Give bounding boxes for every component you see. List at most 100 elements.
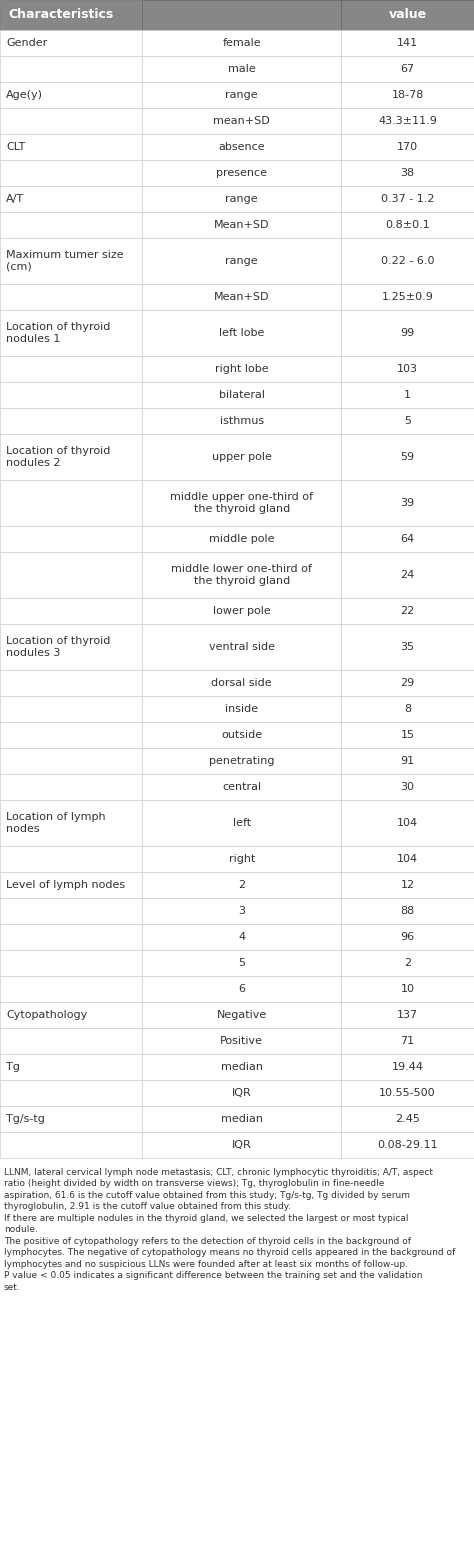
Bar <box>142 722 341 749</box>
Text: middle pole: middle pole <box>209 534 274 543</box>
Bar <box>0 30 142 56</box>
Text: 38: 38 <box>401 168 415 179</box>
Bar <box>142 695 341 722</box>
Bar <box>142 774 341 800</box>
Bar <box>142 409 341 434</box>
Text: 2.45: 2.45 <box>395 1113 420 1124</box>
Text: 10: 10 <box>401 983 415 994</box>
Text: presence: presence <box>216 168 267 179</box>
Text: 170: 170 <box>397 143 418 152</box>
Text: 15: 15 <box>401 730 415 741</box>
Bar <box>0 551 142 598</box>
Bar <box>341 749 474 774</box>
Text: median: median <box>221 1062 263 1073</box>
Bar <box>0 976 142 1002</box>
Text: range: range <box>226 89 258 100</box>
Text: 64: 64 <box>401 534 415 543</box>
Bar <box>0 695 142 722</box>
Text: 18-78: 18-78 <box>392 89 424 100</box>
Bar <box>0 1132 142 1157</box>
Bar <box>142 670 341 695</box>
Bar <box>142 897 341 924</box>
Bar <box>142 1132 341 1157</box>
Text: Cytopathology: Cytopathology <box>6 1010 87 1019</box>
Bar <box>142 434 341 481</box>
Bar <box>341 1081 474 1106</box>
Text: IQR: IQR <box>232 1088 252 1098</box>
Bar <box>142 135 341 160</box>
Bar <box>0 846 142 872</box>
Bar <box>142 30 341 56</box>
Text: 91: 91 <box>401 756 415 766</box>
Text: Tg/s-tg: Tg/s-tg <box>6 1113 45 1124</box>
Text: 19.44: 19.44 <box>392 1062 424 1073</box>
Text: 71: 71 <box>401 1037 415 1046</box>
Bar <box>341 598 474 623</box>
Bar <box>142 382 341 409</box>
Text: Positive: Positive <box>220 1037 263 1046</box>
Bar <box>341 1027 474 1054</box>
Bar <box>142 846 341 872</box>
Bar <box>142 551 341 598</box>
Bar <box>341 0 474 30</box>
Bar <box>0 310 142 355</box>
Bar <box>0 897 142 924</box>
Bar <box>341 623 474 670</box>
Text: median: median <box>221 1113 263 1124</box>
Bar <box>0 56 142 81</box>
Text: lower pole: lower pole <box>213 606 271 615</box>
Text: 103: 103 <box>397 363 418 374</box>
Text: 10.55-500: 10.55-500 <box>379 1088 436 1098</box>
Bar <box>341 1002 474 1027</box>
Bar <box>341 409 474 434</box>
Bar <box>341 670 474 695</box>
Bar <box>341 924 474 951</box>
Bar <box>0 598 142 623</box>
Bar <box>142 1027 341 1054</box>
Text: left: left <box>233 817 251 828</box>
Bar <box>142 481 341 526</box>
Text: 1: 1 <box>404 390 411 399</box>
Bar <box>341 81 474 108</box>
Text: 67: 67 <box>401 64 415 74</box>
Bar <box>142 526 341 551</box>
Bar <box>142 160 341 186</box>
Bar <box>142 81 341 108</box>
Bar <box>142 749 341 774</box>
Bar <box>341 695 474 722</box>
Text: ventral side: ventral side <box>209 642 275 651</box>
Text: bilateral: bilateral <box>219 390 265 399</box>
Text: 5: 5 <box>404 417 411 426</box>
Text: Mean+SD: Mean+SD <box>214 219 270 230</box>
Text: 35: 35 <box>401 642 415 651</box>
Text: Characteristics: Characteristics <box>8 8 113 22</box>
Bar <box>142 976 341 1002</box>
Bar <box>341 382 474 409</box>
Bar <box>0 749 142 774</box>
Text: A/T: A/T <box>6 194 24 204</box>
Bar <box>142 1081 341 1106</box>
Text: 141: 141 <box>397 38 418 49</box>
Text: outside: outside <box>221 730 262 741</box>
Text: inside: inside <box>225 705 258 714</box>
Bar <box>142 355 341 382</box>
Bar <box>341 186 474 211</box>
Text: 0.37 - 1.2: 0.37 - 1.2 <box>381 194 434 204</box>
Bar <box>0 1054 142 1081</box>
Bar <box>341 211 474 238</box>
Bar <box>142 800 341 846</box>
Text: middle upper one-third of
the thyroid gland: middle upper one-third of the thyroid gl… <box>170 492 313 514</box>
Bar <box>341 283 474 310</box>
Bar <box>341 526 474 551</box>
Bar <box>0 722 142 749</box>
Bar <box>0 434 142 481</box>
Text: Negative: Negative <box>217 1010 267 1019</box>
Bar <box>0 135 142 160</box>
Text: value: value <box>389 8 427 22</box>
Text: 5: 5 <box>238 958 245 968</box>
Text: 0.8±0.1: 0.8±0.1 <box>385 219 430 230</box>
Bar <box>341 310 474 355</box>
Text: 39: 39 <box>401 498 415 507</box>
Bar <box>341 160 474 186</box>
Bar <box>0 409 142 434</box>
